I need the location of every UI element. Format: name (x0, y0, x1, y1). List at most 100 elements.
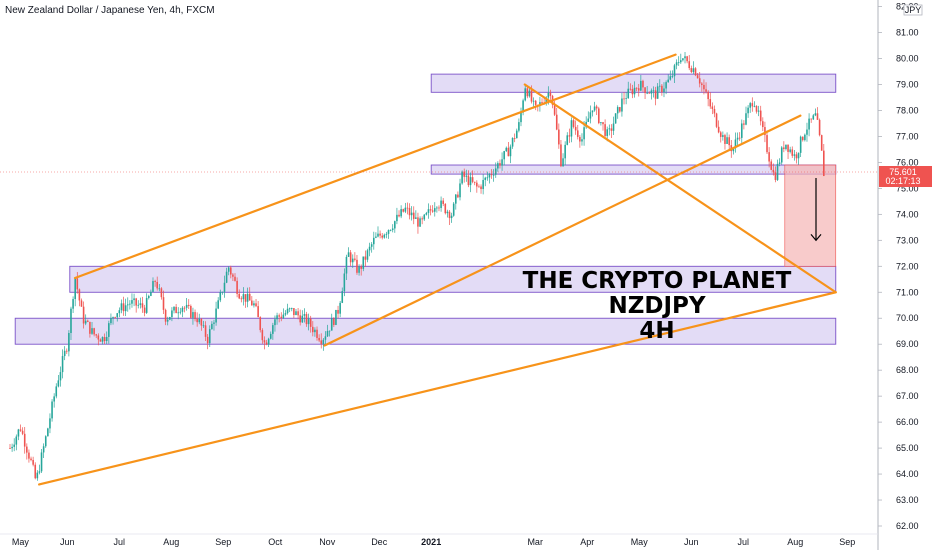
candle-body (648, 92, 651, 94)
candle-body (328, 330, 331, 332)
candle-body (387, 230, 390, 234)
candle-body (38, 471, 41, 473)
candle-body (469, 177, 472, 186)
candle-body (566, 135, 569, 145)
candle-body (236, 280, 238, 294)
candle-body (137, 304, 140, 306)
price-axis[interactable]: 62.00 63.00 64.00 65.00 66.00 67.00 68.00 69.00… (878, 2, 919, 531)
candle-body (440, 200, 442, 208)
candle-body (377, 233, 379, 237)
price-tick-label: 69.00 (896, 339, 919, 349)
candle-body (719, 132, 722, 137)
candle-body (274, 319, 276, 326)
candles-layer (9, 51, 825, 481)
candle-body (427, 209, 430, 213)
candle-body (417, 217, 419, 227)
price-tick-label: 71.00 (896, 287, 919, 297)
candle-body (724, 135, 726, 144)
time-axis[interactable]: May Jun Jul Aug Sep Oct Nov Dec 2021 Mar Apr May Jun… (0, 533, 878, 547)
candle-body (753, 105, 756, 107)
candle-body (150, 291, 152, 296)
candle-body (131, 300, 133, 304)
candle-body (705, 89, 707, 92)
candle-body (686, 56, 688, 62)
candle-body (696, 75, 699, 79)
candle-body (120, 303, 123, 311)
price-tick-label: 78.00 (896, 105, 919, 115)
target-layer (784, 164, 837, 267)
candle-body (343, 273, 346, 292)
candle-body (164, 309, 167, 322)
candle-body (34, 464, 37, 479)
candle-body (89, 321, 91, 334)
candle-body (65, 350, 68, 352)
candle-body (360, 266, 362, 269)
candle-body (591, 110, 594, 113)
candle-body (522, 100, 524, 113)
candle-body (347, 252, 350, 257)
candle-body (673, 65, 676, 77)
price-tick-label: 80.00 (896, 54, 919, 64)
candle-body (614, 113, 617, 124)
candle-body (97, 335, 100, 340)
candle-body (290, 308, 293, 309)
candle-body (61, 356, 64, 373)
zone-3 (69, 265, 837, 293)
time-tick-label: Jul (737, 537, 749, 547)
candle-body (198, 318, 201, 323)
candle-body (579, 136, 581, 142)
candle-body (433, 208, 436, 212)
zone-1 (430, 73, 837, 93)
candle-body (267, 338, 270, 345)
candle-body (501, 159, 503, 166)
candle-body (183, 307, 186, 309)
candle-body (534, 100, 537, 105)
candle-body (11, 446, 13, 449)
candle-body (70, 308, 72, 333)
candle-body (658, 85, 661, 87)
candle-body (68, 332, 70, 352)
candle-body (814, 113, 817, 116)
trendline-3 (323, 114, 802, 347)
candle-body (621, 98, 623, 112)
candle-body (110, 318, 112, 324)
candle-body (530, 90, 533, 102)
candle-body (555, 114, 558, 130)
candle-body (335, 309, 337, 325)
candle-body (511, 138, 514, 147)
time-tick-label: Apr (580, 537, 594, 547)
candle-body (297, 311, 299, 316)
candle-body (818, 119, 821, 136)
candle-body (93, 328, 95, 335)
candle-body (654, 90, 657, 99)
candle-body (95, 334, 98, 336)
candle-body (547, 92, 550, 98)
time-tick-label: Jul (113, 537, 125, 547)
candle-body (787, 144, 789, 152)
candle-body (307, 318, 310, 325)
candle-body (778, 162, 781, 164)
candle-body (156, 281, 158, 289)
candle-body (244, 294, 247, 302)
candle-body (288, 308, 291, 310)
candle-body (396, 214, 398, 222)
candle-body (404, 207, 407, 212)
arrow-layer (810, 178, 822, 242)
candle-body (770, 161, 773, 170)
candle-body (759, 110, 762, 122)
price-tick-label: 68.00 (896, 365, 919, 375)
candle-body (627, 88, 630, 99)
candle-body (738, 137, 741, 139)
candle-body (251, 300, 253, 306)
candle-body (581, 139, 583, 142)
time-tick-label: Oct (268, 537, 283, 547)
candle-body (169, 317, 171, 320)
candle-body (326, 331, 329, 337)
candle-body (595, 106, 598, 109)
currency-badge[interactable] (903, 4, 923, 16)
candle-body (368, 246, 371, 251)
candle-body (381, 235, 384, 238)
zone-4 (14, 317, 837, 345)
candle-body (457, 194, 459, 198)
